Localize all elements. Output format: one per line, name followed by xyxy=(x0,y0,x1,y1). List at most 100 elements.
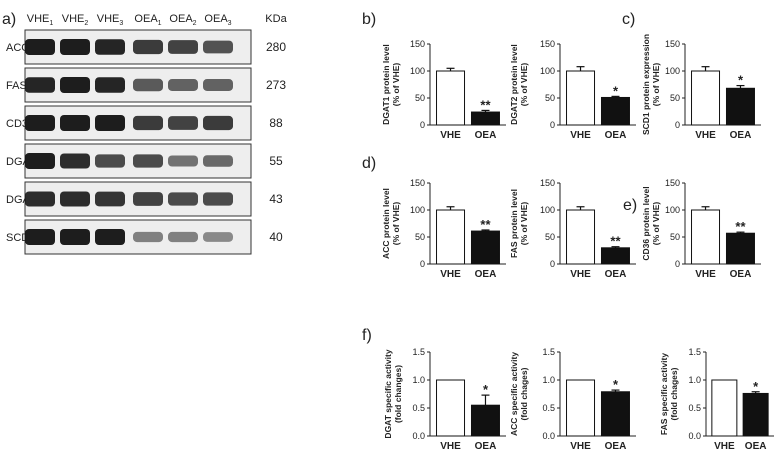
category-label: VHE xyxy=(440,441,461,452)
lane-label: OEA1 xyxy=(134,13,161,27)
lane-label: VHE1 xyxy=(27,13,54,27)
blot-band xyxy=(25,191,55,207)
significance-marker: ** xyxy=(480,217,491,232)
blot-band xyxy=(60,39,90,55)
blot-band xyxy=(203,79,233,91)
blot-band xyxy=(203,115,233,131)
y-axis-label: DGAT2 protein level xyxy=(509,44,519,125)
bar xyxy=(711,379,738,437)
blot-band xyxy=(95,154,125,168)
blot-band xyxy=(133,231,163,243)
y-tick-label: 100 xyxy=(540,205,555,215)
blot-band xyxy=(168,192,198,206)
bar xyxy=(600,391,630,437)
blot-band xyxy=(25,229,55,245)
bar xyxy=(470,404,500,437)
blot-band xyxy=(60,153,90,169)
category-label: OEA xyxy=(605,269,627,280)
category-label: VHE xyxy=(714,441,735,452)
bar-chart: 0 50 100 150 VHE ** OEA FAS protein level (% of … xyxy=(509,178,636,280)
y-axis-label: (% of VHE) xyxy=(651,63,661,107)
y-tick-label: 100 xyxy=(665,205,680,215)
protein-label: ACC xyxy=(6,42,29,54)
lane-label: OEA3 xyxy=(204,13,231,27)
significance-marker: * xyxy=(738,73,744,88)
bar xyxy=(566,379,596,437)
blot-band xyxy=(168,116,198,130)
blot-band xyxy=(25,39,55,55)
y-tick-label: 0 xyxy=(420,120,425,130)
y-tick-label: 0 xyxy=(675,120,680,130)
y-axis-label: (fold changes) xyxy=(393,365,403,423)
bar xyxy=(725,87,755,126)
blot-band xyxy=(95,191,125,207)
y-tick-label: 0.0 xyxy=(542,431,555,441)
category-label: OEA xyxy=(730,130,752,141)
category-label: VHE xyxy=(570,130,591,141)
bar-chart: b) 0 50 100 150 VHE ** OEA DGAT1 protein level (%… xyxy=(362,11,506,141)
blot-band xyxy=(95,229,125,245)
blot-band xyxy=(95,115,125,131)
y-tick-label: 1.0 xyxy=(412,375,425,385)
y-tick-label: 0 xyxy=(550,120,555,130)
blot-band xyxy=(95,39,125,55)
y-tick-label: 1.5 xyxy=(412,347,425,357)
y-tick-label: 150 xyxy=(540,39,555,49)
y-tick-label: 150 xyxy=(410,178,425,188)
blot-row: SCD1 40 xyxy=(6,219,283,255)
y-axis-label: (% of VHE) xyxy=(391,202,401,246)
y-axis-label: (% of VHE) xyxy=(519,63,529,107)
blot-band xyxy=(133,115,163,131)
y-axis-label: ACC protein level xyxy=(381,188,391,259)
blot-band xyxy=(133,192,163,206)
blot-band xyxy=(60,115,90,131)
blot-row: DGAT2 43 xyxy=(6,181,283,217)
category-label: VHE xyxy=(440,130,461,141)
y-tick-label: 0 xyxy=(675,259,680,269)
y-tick-label: 1.0 xyxy=(542,375,555,385)
kda-value: 43 xyxy=(269,192,283,206)
lane-label: VHE3 xyxy=(97,13,124,27)
category-label: VHE xyxy=(570,441,591,452)
blot-band xyxy=(95,77,125,93)
y-tick-label: 0.0 xyxy=(412,431,425,441)
category-label: OEA xyxy=(730,269,752,280)
blot-row: FAS 273 xyxy=(6,67,286,103)
kda-value: 88 xyxy=(269,116,283,130)
blot-band xyxy=(203,40,233,54)
panel-label: d) xyxy=(362,155,376,172)
y-tick-label: 150 xyxy=(665,178,680,188)
y-axis-label: FAS protein level xyxy=(509,189,519,258)
category-label: OEA xyxy=(475,130,497,141)
blot-band xyxy=(133,39,163,55)
significance-marker: ** xyxy=(480,97,491,112)
y-tick-label: 0.5 xyxy=(412,403,425,413)
y-tick-label: 0 xyxy=(420,259,425,269)
y-tick-label: 50 xyxy=(670,232,680,242)
panel-label: f) xyxy=(362,327,372,344)
y-tick-label: 100 xyxy=(410,205,425,215)
panel-a-label: a) xyxy=(2,11,16,28)
y-axis-label: (% of VHE) xyxy=(391,63,401,107)
bar xyxy=(436,209,466,265)
bar xyxy=(725,232,755,265)
significance-marker: ** xyxy=(735,219,746,234)
y-tick-label: 0.5 xyxy=(542,403,555,413)
blot-band xyxy=(25,77,55,93)
bar xyxy=(742,392,769,437)
protein-label: FAS xyxy=(6,80,27,92)
bar-chart: d) 0 50 100 150 VHE ** OEA ACC protein level (% o… xyxy=(362,155,506,280)
category-label: OEA xyxy=(475,441,497,452)
bar xyxy=(470,111,500,126)
blot-row: ACC 280 xyxy=(6,29,286,65)
blot-band xyxy=(168,40,198,54)
kda-value: 280 xyxy=(266,40,286,54)
blot-band xyxy=(203,192,233,206)
significance-marker: * xyxy=(753,379,759,394)
y-tick-label: 50 xyxy=(545,232,555,242)
panel-label: b) xyxy=(362,11,376,28)
blot-band xyxy=(168,155,198,167)
y-tick-label: 150 xyxy=(540,178,555,188)
bar xyxy=(600,247,630,265)
